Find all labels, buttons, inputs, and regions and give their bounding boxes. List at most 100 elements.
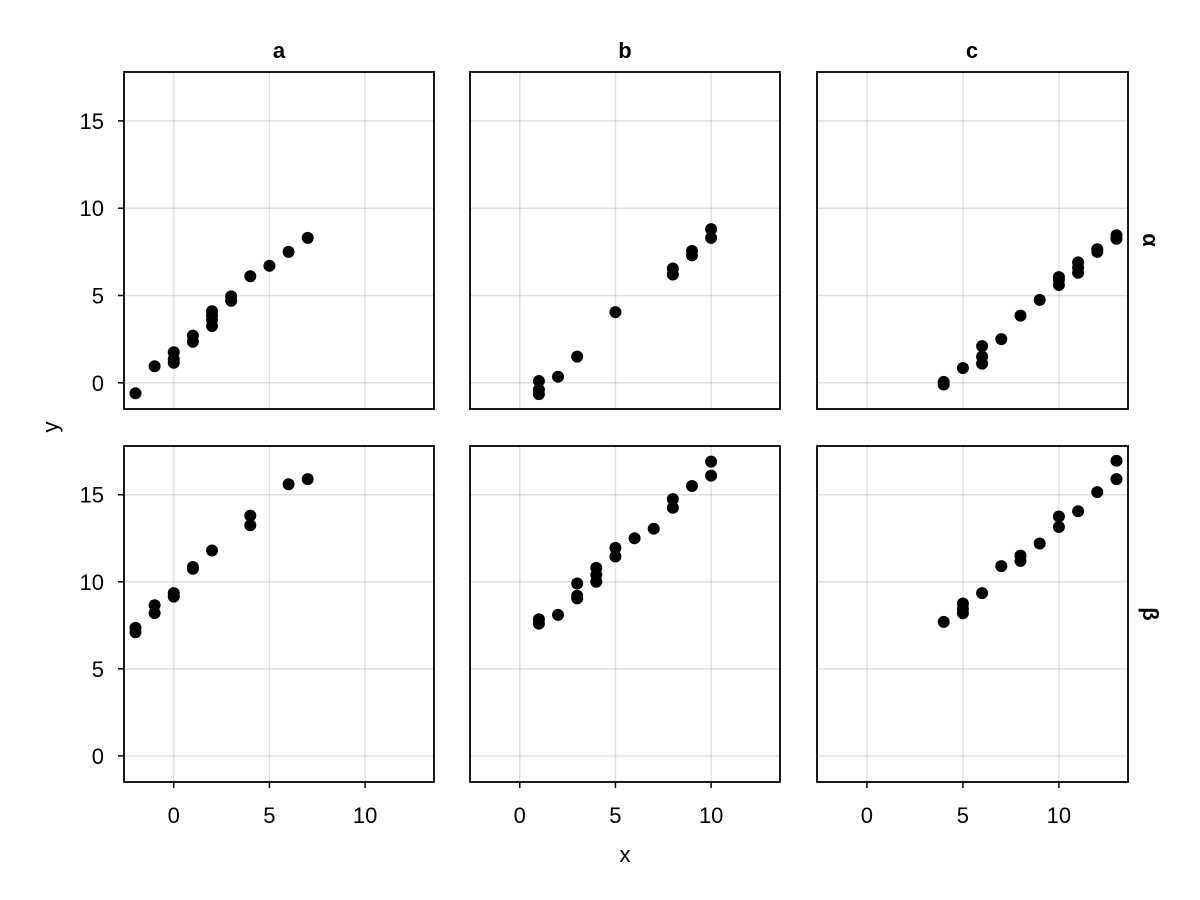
- data-point-r1c2-14: [1110, 454, 1123, 467]
- panel-frame-r1c2: [816, 445, 1129, 783]
- data-point-r0c1-3: [552, 370, 565, 383]
- data-point-r0c2-4: [976, 350, 989, 363]
- data-point-r1c0-1: [129, 621, 142, 634]
- y-tick-label-15-row0: 15: [80, 109, 104, 134]
- data-point-r1c2-7: [1014, 549, 1027, 562]
- data-point-r1c2-5: [995, 560, 1008, 573]
- data-point-r0c0-13: [244, 270, 257, 283]
- data-point-r1c1-5: [571, 577, 584, 590]
- data-point-r1c0-5: [167, 587, 180, 600]
- data-point-r0c2-14: [1072, 256, 1085, 269]
- data-point-r1c1-15: [685, 480, 698, 493]
- x-tick-label-10-col0: 10: [353, 803, 377, 828]
- panel-frame-r0c0: [123, 71, 435, 410]
- data-point-r0c0-16: [301, 231, 314, 244]
- y-tick-label-15-row1: 15: [80, 483, 104, 508]
- x-tick-label-5-col1: 5: [609, 803, 621, 828]
- data-point-r0c0-12: [225, 290, 238, 303]
- labels-layer: a b c α β x y 0 5 10 15 0 5 10 15 0 5 10 0 5 10 0 5 10: [38, 38, 1163, 867]
- data-point-r1c2-9: [1052, 520, 1065, 533]
- x-tick-label-0-col0: 0: [168, 803, 180, 828]
- data-point-r1c0-11: [282, 478, 295, 491]
- data-point-r1c1-1: [532, 613, 545, 626]
- data-point-r1c1-4: [571, 589, 584, 602]
- data-point-r0c1-2: [532, 375, 545, 388]
- row-title-beta: β: [1138, 607, 1163, 620]
- data-point-r1c1-13: [666, 501, 679, 514]
- data-point-r1c2-3: [956, 597, 969, 610]
- data-point-r0c1-11: [705, 223, 718, 236]
- x-tick-label-10-col1: 10: [699, 803, 723, 828]
- data-point-r1c0-10: [244, 509, 257, 522]
- data-point-r0c1-4: [571, 350, 584, 363]
- x-axis-label: x: [620, 842, 631, 867]
- data-point-r0c2-18: [1110, 229, 1123, 242]
- data-point-r0c2-5: [976, 340, 989, 353]
- data-point-r1c2-11: [1072, 505, 1085, 518]
- points-layer: [129, 223, 1123, 639]
- y-tick-label-5-row0: 5: [92, 284, 104, 309]
- data-point-r0c1-1: [532, 383, 545, 396]
- data-point-r0c2-6: [995, 333, 1008, 346]
- data-point-r1c0-12: [301, 473, 314, 486]
- data-point-r0c2-7: [1014, 309, 1027, 322]
- data-point-r1c1-12: [647, 522, 660, 535]
- grid-layer: [124, 72, 1128, 782]
- data-point-r1c0-9: [244, 519, 257, 532]
- data-point-r0c0-14: [263, 259, 276, 272]
- data-point-r1c2-12: [1091, 486, 1104, 499]
- data-point-r1c2-13: [1110, 473, 1123, 486]
- data-point-r1c1-17: [705, 455, 718, 468]
- data-point-r1c1-11: [628, 532, 641, 545]
- data-point-r0c2-2: [956, 361, 969, 374]
- data-point-r0c2-1: [937, 375, 950, 388]
- y-tick-label-0-row1: 0: [92, 744, 104, 769]
- data-point-r0c0-10: [206, 305, 219, 318]
- data-point-r1c1-8: [590, 561, 603, 574]
- column-title-b: b: [618, 38, 631, 63]
- data-point-r0c1-7: [666, 262, 679, 275]
- data-point-r0c0-15: [282, 245, 295, 258]
- panel-frame-r1c1: [469, 445, 781, 783]
- y-axis-label: y: [38, 422, 63, 433]
- y-tick-label-10-row1: 10: [80, 570, 104, 595]
- data-point-r0c0-4: [167, 346, 180, 359]
- data-point-r0c2-8: [1033, 293, 1046, 306]
- data-point-r1c0-3: [148, 599, 161, 612]
- x-tick-label-0-col1: 0: [514, 803, 526, 828]
- data-point-r0c0-0: [129, 387, 142, 400]
- y-tick-label-0-row0: 0: [92, 371, 104, 396]
- data-point-r0c1-9: [685, 244, 698, 257]
- y-tick-label-5-row1: 5: [92, 657, 104, 682]
- x-tick-label-10-col2: 10: [1047, 803, 1071, 828]
- data-point-r1c1-16: [705, 469, 718, 482]
- row-title-alpha: α: [1138, 233, 1163, 247]
- data-point-r1c2-4: [976, 587, 989, 600]
- frames-layer: [118, 71, 1129, 788]
- x-tick-label-0-col2: 0: [861, 803, 873, 828]
- x-tick-label-5-col0: 5: [263, 803, 275, 828]
- data-point-r0c0-6: [186, 329, 199, 342]
- panel-frame-r0c1: [469, 71, 781, 410]
- data-point-r0c1-5: [609, 306, 622, 319]
- data-point-r1c1-10: [609, 541, 622, 554]
- data-point-r1c2-10: [1052, 510, 1065, 523]
- panel-frame-r1c0: [123, 445, 435, 783]
- data-point-r1c0-8: [206, 544, 219, 557]
- data-point-r1c1-14: [666, 493, 679, 506]
- y-tick-label-10-row0: 10: [80, 196, 104, 221]
- data-point-r0c2-11: [1052, 271, 1065, 284]
- column-title-a: a: [273, 38, 286, 63]
- data-point-r0c1-10: [705, 231, 718, 244]
- data-point-r1c0-7: [186, 560, 199, 573]
- data-point-r1c1-9: [609, 550, 622, 563]
- x-tick-label-5-col2: 5: [957, 803, 969, 828]
- data-point-r1c2-0: [937, 615, 950, 628]
- data-point-r0c0-1: [148, 360, 161, 373]
- panel-frame-r0c2: [816, 71, 1129, 410]
- column-title-c: c: [966, 38, 978, 63]
- data-point-r1c2-8: [1033, 537, 1046, 550]
- data-point-r0c2-16: [1091, 243, 1104, 256]
- data-point-r1c1-2: [552, 608, 565, 621]
